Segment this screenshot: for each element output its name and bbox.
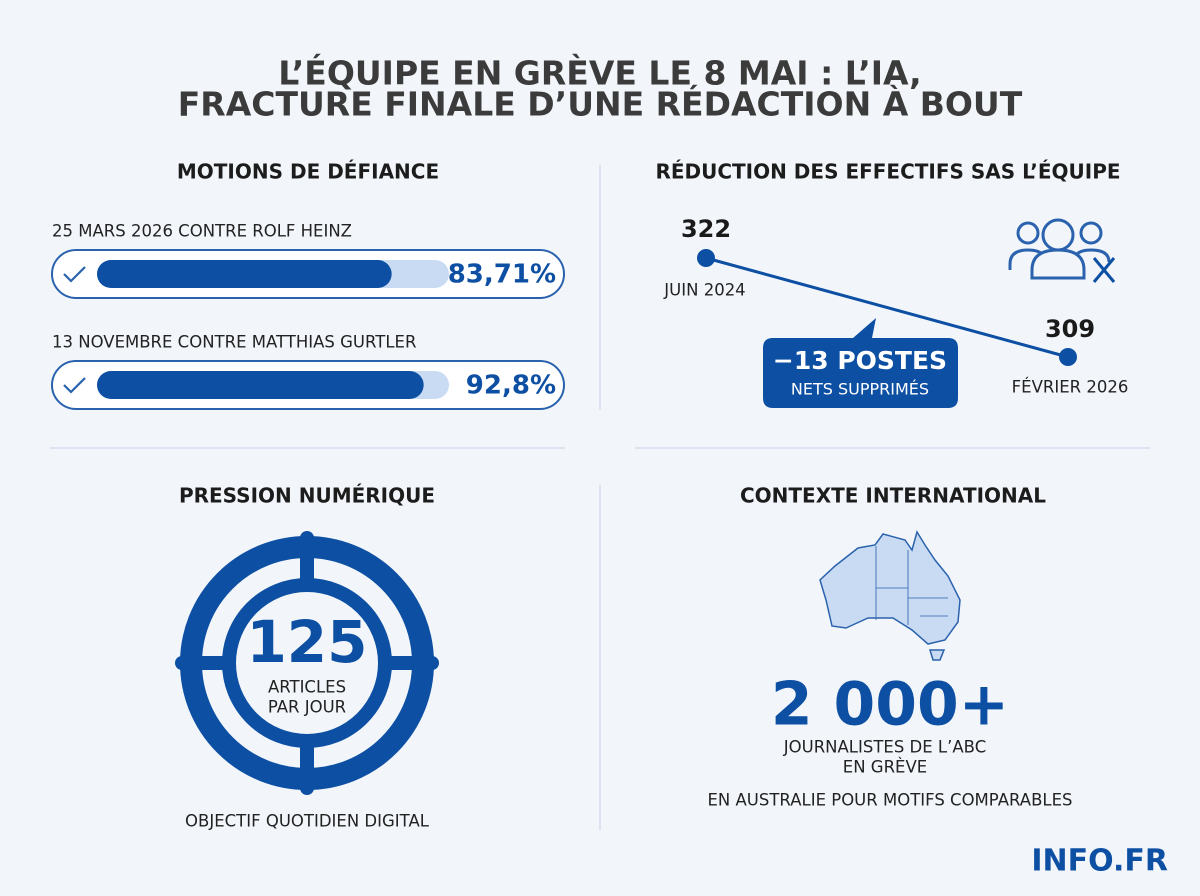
pressure-caption: OBJECTIF QUOTIDIEN DIGITAL — [185, 812, 430, 831]
point-value: 309 — [1045, 315, 1095, 343]
international-note: EN AUSTRALIE POUR MOTIFS COMPARABLES — [708, 791, 1073, 810]
section-heading: RÉDUCTION DES EFFECTIFS SAS L’ÉQUIPE — [655, 160, 1120, 184]
target-icon — [175, 531, 439, 795]
international-line: JOURNALISTES DE L’ABC — [783, 738, 986, 757]
motion-label: 25 MARS 2026 CONTRE ROLF HEINZ — [52, 222, 352, 241]
title-line: FRACTURE FINALE D’UNE RÉDACTION À BOUT — [178, 84, 1023, 124]
point-label: FÉVRIER 2026 — [1012, 378, 1129, 397]
pressure-value: 125 — [246, 608, 367, 676]
international-value: 2 000+ — [771, 670, 1009, 740]
people-icon — [1008, 218, 1116, 283]
section-heading: MOTIONS DE DÉFIANCE — [177, 160, 439, 184]
title-line: L’ÉQUIPE EN GRÈVE LE 8 MAI : L’IA, — [278, 53, 921, 93]
trend-line — [705, 256, 1069, 359]
bar — [97, 371, 424, 399]
value-label: 83,71% — [448, 260, 556, 290]
pressure-line: PAR JOUR — [268, 698, 346, 717]
data-point — [697, 249, 715, 267]
callout-sub: NETS SUPPRIMÉS — [791, 380, 929, 399]
callout — [763, 318, 958, 408]
data-point — [1059, 348, 1077, 366]
point-value: 322 — [681, 215, 731, 243]
section-heading: CONTEXTE INTERNATIONAL — [740, 484, 1046, 508]
callout-title: −13 POSTES — [773, 346, 947, 375]
bar — [97, 260, 392, 288]
international-line: EN GRÈVE — [843, 758, 927, 777]
pressure-line: ARTICLES — [268, 678, 346, 697]
motion-label: 13 NOVEMBRE CONTRE MATTHIAS GURTLER — [52, 333, 416, 352]
value-label: 92,8% — [466, 371, 556, 401]
check-icon — [63, 266, 86, 283]
australia-map — [819, 530, 961, 661]
check-icon — [63, 377, 86, 394]
section-heading: PRESSION NUMÉRIQUE — [179, 484, 435, 508]
point-label: JUIN 2024 — [663, 281, 745, 300]
brand: INFO.FR — [1031, 844, 1168, 879]
